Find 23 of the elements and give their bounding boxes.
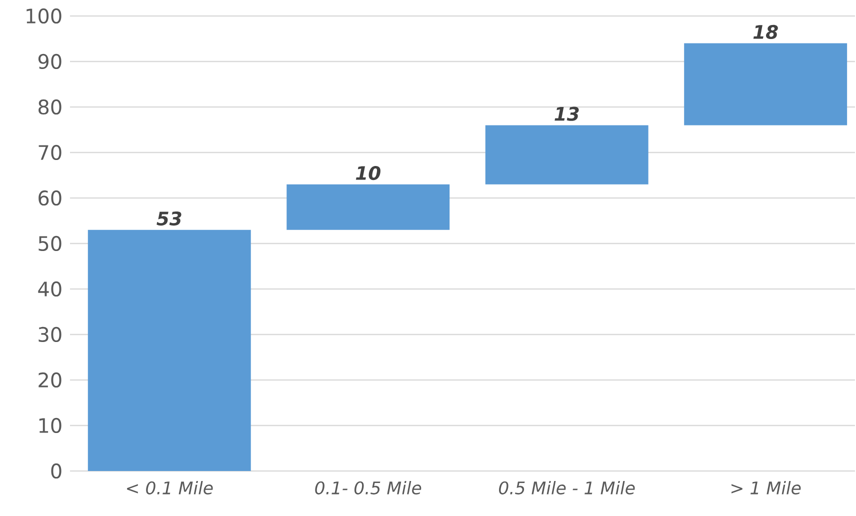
x-tick-label: < 0.1 Mile <box>127 481 213 494</box>
y-tick-label: 50 <box>38 236 62 252</box>
x-tick-label: > 1 Mile <box>732 481 801 494</box>
y-tick-label: 100 <box>26 8 62 24</box>
data-label: 10 <box>356 166 380 180</box>
bar <box>485 125 648 184</box>
y-tick-label: 20 <box>38 372 62 388</box>
y-tick-label: 90 <box>38 54 62 70</box>
y-tick-label: 0 <box>51 463 62 479</box>
bar <box>684 43 848 126</box>
y-tick-label: 30 <box>38 326 62 342</box>
bar <box>88 230 251 471</box>
y-tick-label: 80 <box>38 99 62 115</box>
x-tick-label: 0.5 Mile - 1 Mile <box>499 481 635 494</box>
y-tick-label: 60 <box>38 190 62 206</box>
data-label: 13 <box>554 106 579 121</box>
data-label: 53 <box>156 211 182 226</box>
y-tick-label: 70 <box>38 144 62 160</box>
y-tick-label: 40 <box>38 281 62 297</box>
x-tick-label: 0.1- 0.5 Mile <box>315 481 422 494</box>
bar <box>286 184 450 230</box>
data-label: 18 <box>753 24 778 40</box>
y-tick-label: 10 <box>39 418 62 434</box>
